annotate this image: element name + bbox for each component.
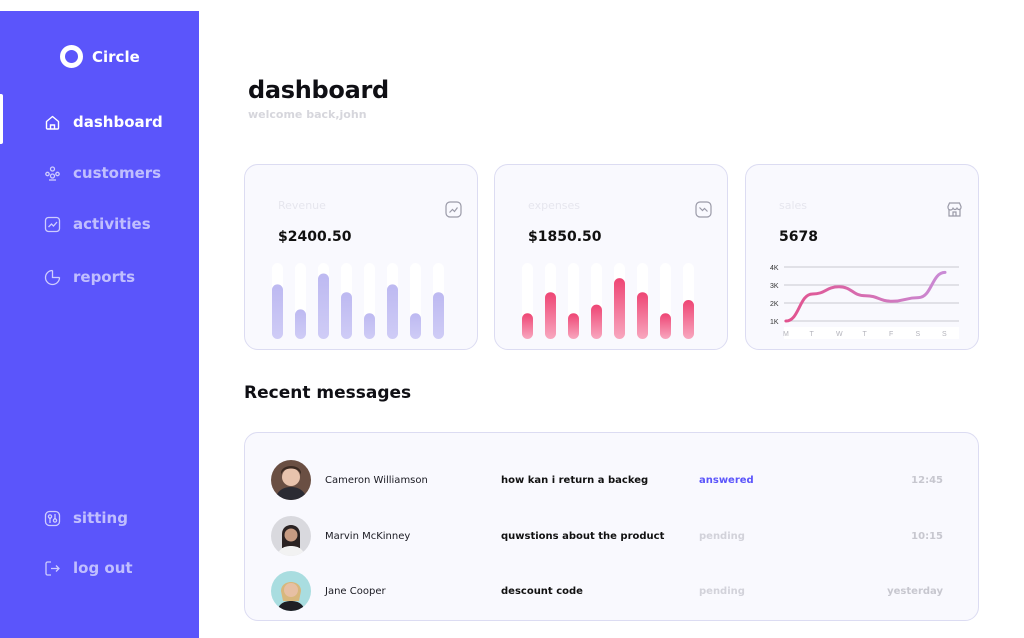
activity-chart-icon	[44, 216, 61, 233]
bar	[591, 304, 602, 339]
messages-panel: Cameron Williamson how kan i return a ba…	[244, 432, 979, 621]
sidebar-item-activities[interactable]: activities	[44, 215, 151, 233]
sidebar-item-label: reports	[73, 268, 136, 286]
message-time: 12:45	[911, 474, 943, 486]
y-tick-label: 2K	[770, 301, 779, 308]
x-tick-label: S	[916, 331, 921, 338]
sidebar-item-label: sitting	[73, 509, 128, 527]
home-icon	[44, 114, 61, 131]
sidebar-item-reports[interactable]: reports	[44, 268, 135, 286]
bar	[522, 313, 533, 339]
app-name: Circle	[92, 47, 140, 66]
sidebar-item-settings[interactable]: sitting	[44, 509, 128, 527]
pie-chart-icon	[44, 269, 61, 286]
bar	[433, 292, 444, 339]
active-nav-indicator	[0, 94, 3, 144]
expenses-card[interactable]: expenses $1850.50	[494, 164, 728, 350]
bar	[683, 300, 694, 339]
sidebar-item-customers[interactable]: customers	[44, 164, 161, 182]
card-value: 5678	[779, 229, 818, 245]
bar	[614, 278, 625, 339]
x-tick-label: M	[783, 331, 789, 338]
bar	[295, 309, 306, 339]
message-subject: quwstions about the product	[501, 530, 665, 542]
revenue-card[interactable]: Revenue $2400.50	[244, 164, 478, 350]
card-value: $1850.50	[528, 229, 602, 245]
sidebar-item-logout[interactable]: log out	[44, 559, 133, 577]
message-time: yesterday	[887, 585, 943, 597]
sidebar-item-label: log out	[73, 559, 133, 577]
card-value: $2400.50	[278, 229, 352, 245]
card-label: sales	[779, 199, 808, 212]
bar	[545, 292, 556, 339]
message-status: answered	[699, 474, 754, 486]
recent-messages-title: Recent messages	[244, 383, 412, 403]
sidebar-item-dashboard[interactable]: dashboard	[44, 113, 163, 131]
expenses-bar-chart	[522, 263, 694, 339]
logout-icon	[44, 560, 61, 577]
trend-down-icon	[695, 201, 712, 218]
x-axis-band	[784, 327, 959, 339]
message-time: 10:15	[911, 530, 943, 542]
x-tick-label: S	[942, 331, 947, 338]
sales-card[interactable]: sales 5678 1K 2K 3K 4K M T W T F S S	[745, 164, 979, 350]
bar	[568, 313, 579, 339]
bar	[660, 313, 671, 339]
store-icon	[946, 201, 963, 218]
message-subject: how kan i return a backeg	[501, 474, 649, 486]
avatar	[271, 460, 311, 500]
message-sender: Marvin McKinney	[325, 530, 411, 542]
circle-logo-icon	[60, 45, 83, 68]
revenue-bar-chart	[272, 263, 444, 339]
sidebar-item-label: activities	[73, 215, 151, 233]
x-tick-label: F	[889, 331, 893, 338]
y-tick-label: 4K	[770, 265, 779, 272]
card-label: expenses	[528, 199, 581, 212]
bar	[410, 313, 421, 339]
x-tick-label: W	[836, 331, 843, 338]
avatar	[271, 571, 311, 611]
users-icon	[44, 165, 61, 182]
sidebar-item-label: customers	[73, 164, 162, 182]
message-subject: descount code	[501, 585, 583, 597]
message-row[interactable]: Marvin McKinney quwstions about the prod…	[271, 515, 951, 557]
message-sender: Cameron Williamson	[325, 474, 428, 486]
bar	[272, 284, 283, 339]
page-title: dashboard	[248, 76, 389, 104]
message-row[interactable]: Cameron Williamson how kan i return a ba…	[271, 459, 951, 501]
sales-series-line	[784, 270, 947, 323]
y-tick-label: 1K	[770, 319, 779, 326]
sidebar: Circle dashboard customers activities re…	[0, 11, 199, 638]
bar	[318, 273, 329, 339]
card-label: Revenue	[278, 199, 326, 212]
bar	[387, 284, 398, 339]
message-sender: Jane Cooper	[325, 585, 386, 597]
y-tick-label: 3K	[770, 283, 779, 290]
sales-line-chart: 1K 2K 3K 4K M T W T F S S	[770, 265, 959, 339]
settings-icon	[44, 510, 61, 527]
app-logo[interactable]: Circle	[60, 45, 140, 68]
bar	[364, 313, 375, 339]
avatar	[271, 516, 311, 556]
message-row[interactable]: Jane Cooper descount code pending yester…	[271, 570, 951, 612]
bar	[637, 292, 648, 339]
x-tick-label: T	[863, 331, 868, 338]
bar	[341, 292, 352, 339]
trend-up-icon	[445, 201, 462, 218]
x-tick-label: T	[810, 331, 815, 338]
message-status: pending	[699, 530, 745, 542]
sidebar-item-label: dashboard	[73, 113, 163, 131]
page-subtitle: welcome back,john	[248, 108, 367, 121]
message-status: pending	[699, 585, 745, 597]
